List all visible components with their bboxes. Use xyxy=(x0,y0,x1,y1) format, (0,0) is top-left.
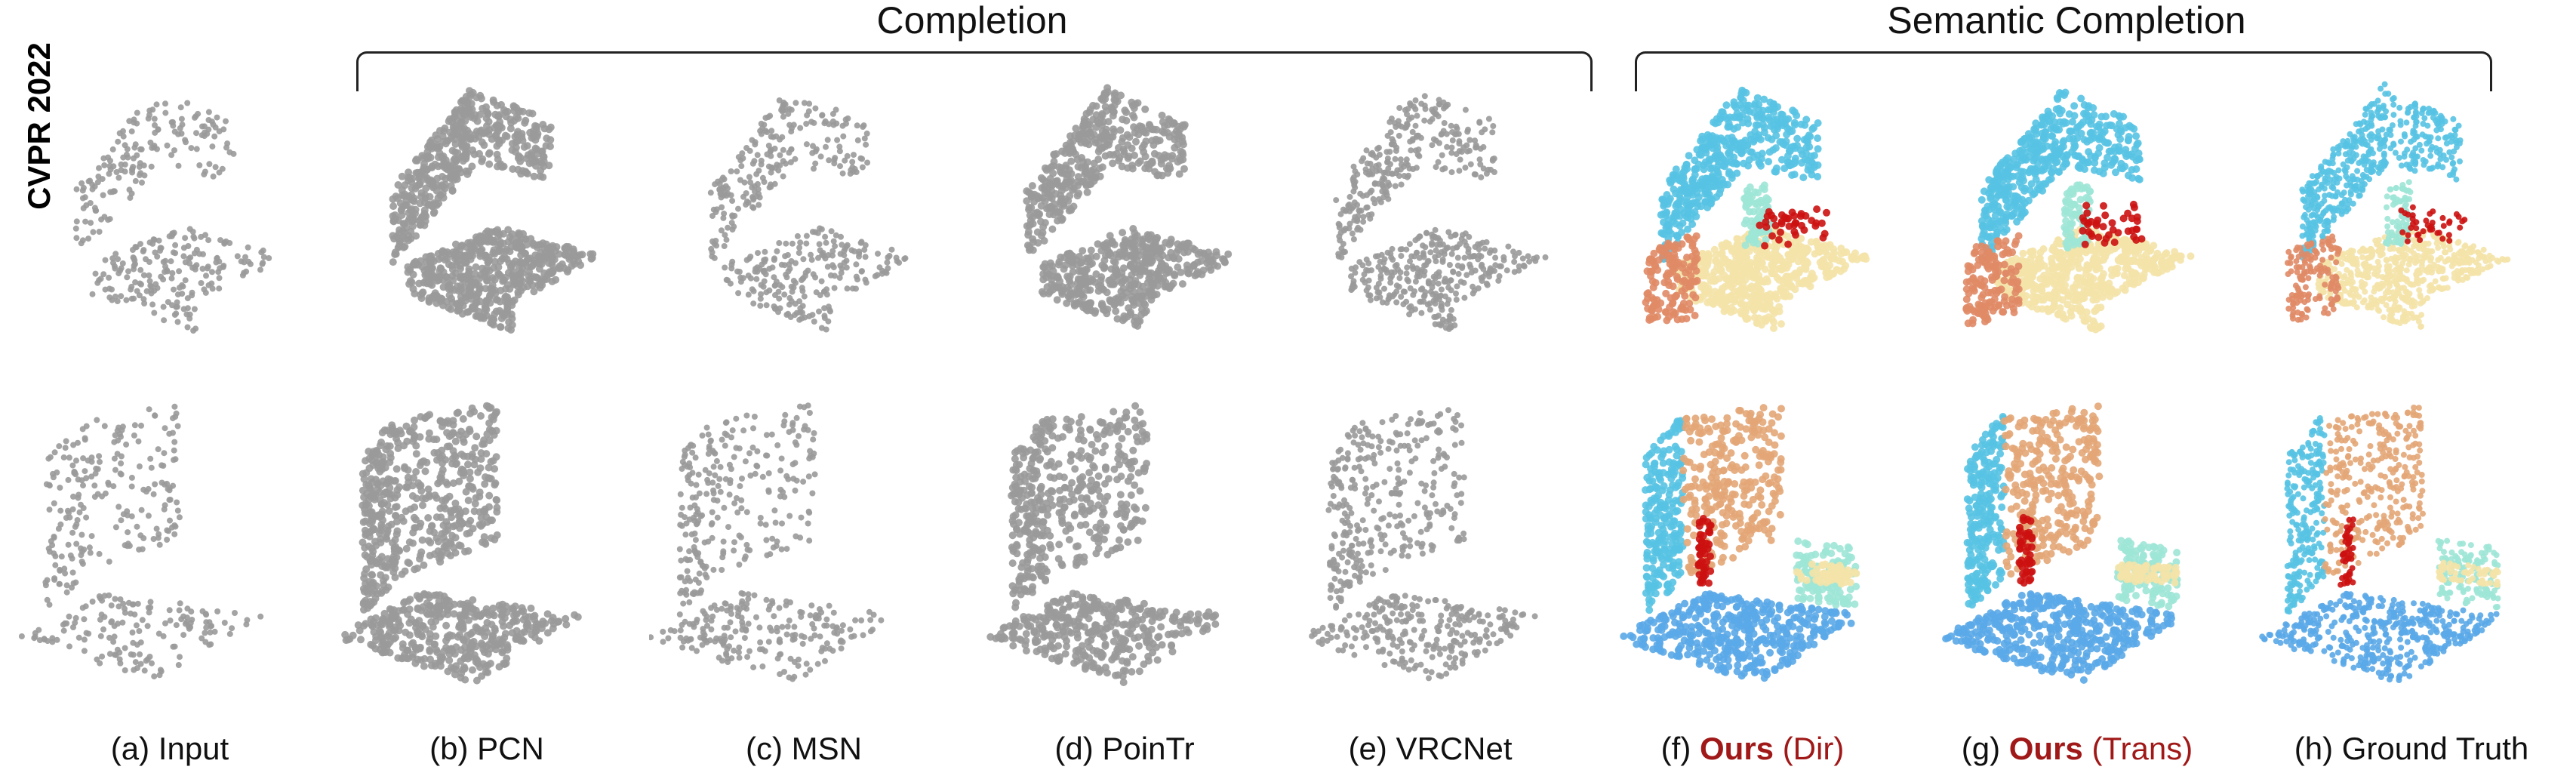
panel-ours-dir-row1 xyxy=(1630,75,1887,377)
caption-vrcnet: (e) VRCNet xyxy=(1348,731,1513,766)
point-cloud-ground-truth-row1 xyxy=(2284,81,2511,330)
caption-msn: (c) MSN xyxy=(746,731,862,766)
panel-vrcnet-row2 xyxy=(1298,389,1555,691)
point-cloud-pointr-row1 xyxy=(1023,84,1233,330)
panel-ours-dir-row2 xyxy=(1615,389,1872,691)
point-cloud-ours-trans-row1 xyxy=(1962,88,2195,334)
point-cloud-input-row1 xyxy=(72,100,272,334)
point-cloud-ground-truth-row2 xyxy=(2259,405,2501,683)
caption-ours-trans-variant: (Trans) xyxy=(2082,731,2193,766)
semantic-completion-bracket xyxy=(1635,51,2492,91)
panel-ours-trans-row1 xyxy=(1951,75,2208,377)
panel-msn-row1 xyxy=(679,75,936,377)
point-cloud-pcn-row1 xyxy=(389,87,597,334)
panel-pcn-row1 xyxy=(362,75,619,377)
point-cloud-input-row2 xyxy=(18,403,264,680)
caption-ground-truth: (h) Ground Truth xyxy=(2294,731,2529,766)
panel-ground-truth-row2 xyxy=(2257,389,2513,691)
panel-pointr-row1 xyxy=(996,75,1253,377)
panel-pcn-row2 xyxy=(332,389,589,691)
point-cloud-vrcnet-row1 xyxy=(1333,93,1549,332)
point-cloud-vrcnet-row2 xyxy=(1309,407,1538,682)
caption-pointr: (d) PoinTr xyxy=(1054,731,1195,766)
point-cloud-pcn-row2 xyxy=(341,402,582,685)
point-cloud-ours-dir-row1 xyxy=(1642,86,1870,332)
panel-ground-truth-row1 xyxy=(2272,75,2528,377)
completion-title: Completion xyxy=(876,0,1068,42)
completion-bracket xyxy=(356,51,1593,91)
caption-ours-trans: (g) Ours (Trans) xyxy=(1962,731,2193,767)
caption-ours-trans-prefix: (g) xyxy=(1961,731,2009,766)
panel-vrcnet-row1 xyxy=(1306,75,1562,377)
semantic-completion-title: Semantic Completion xyxy=(1887,0,2246,42)
caption-ours-dir-ours: Ours xyxy=(1699,731,1774,766)
point-cloud-ours-dir-row2 xyxy=(1620,404,1860,682)
caption-pcn: (b) PCN xyxy=(429,731,544,766)
caption-ours-dir-prefix: (f) xyxy=(1660,731,1700,766)
caption-input: (a) Input xyxy=(110,731,229,766)
point-cloud-msn-row2 xyxy=(649,402,885,682)
caption-ours-trans-ours: Ours xyxy=(2008,731,2083,766)
panel-input-row1 xyxy=(45,75,302,377)
panel-pointr-row2 xyxy=(981,389,1238,691)
point-cloud-ours-trans-row2 xyxy=(1942,402,2181,684)
point-cloud-msn-row1 xyxy=(707,97,909,333)
panel-msn-row2 xyxy=(649,389,906,691)
point-cloud-pointr-row2 xyxy=(986,402,1220,686)
panel-input-row2 xyxy=(15,389,272,691)
caption-ours-dir: (f) Ours (Dir) xyxy=(1661,731,1845,767)
panel-ours-trans-row2 xyxy=(1936,389,2193,691)
caption-ours-dir-variant: (Dir) xyxy=(1774,731,1845,766)
